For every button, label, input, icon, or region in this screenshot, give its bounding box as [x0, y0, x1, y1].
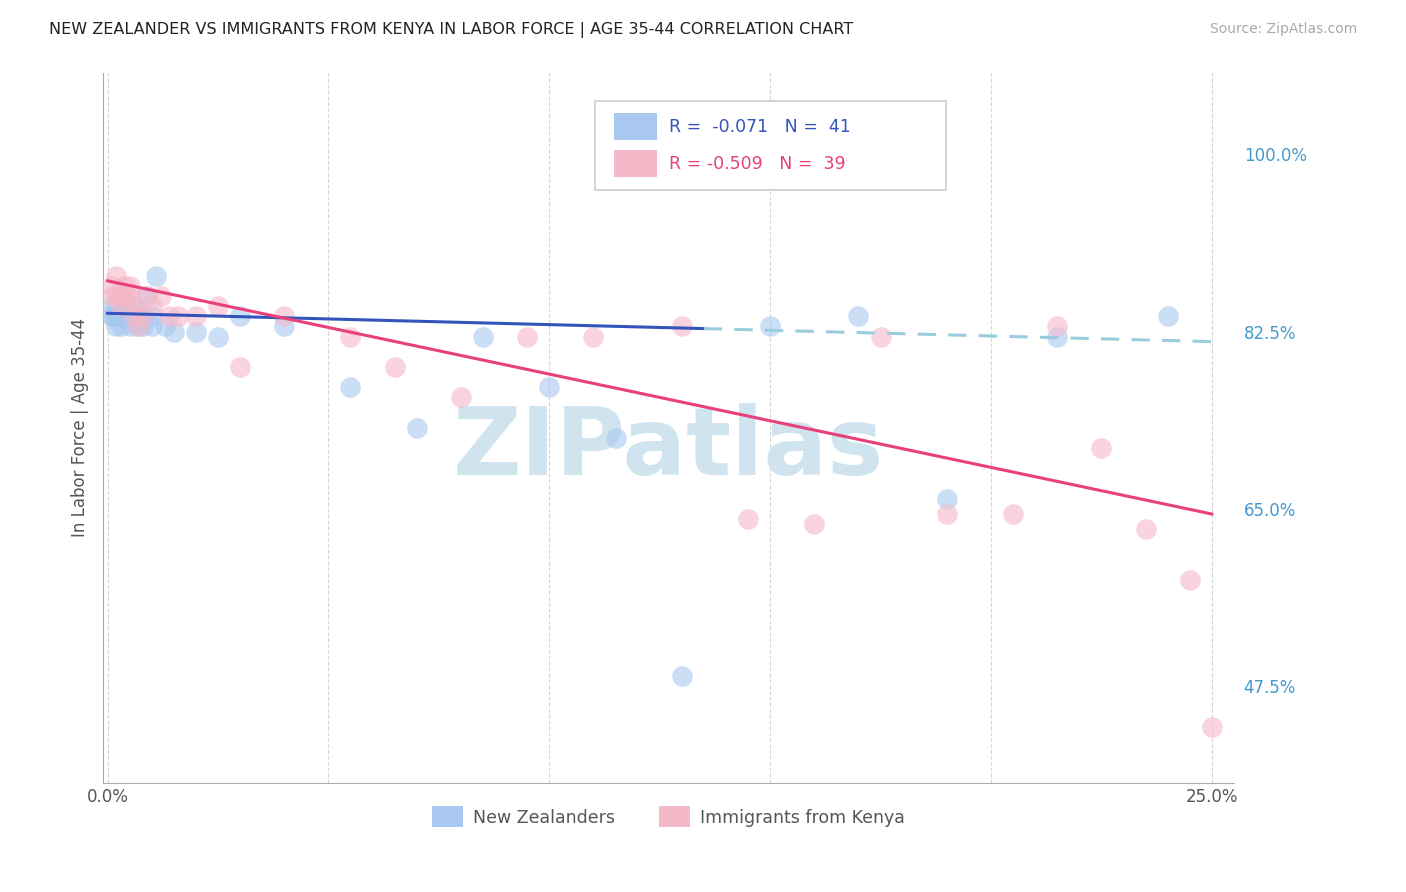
Point — [101, 279, 124, 293]
Point — [384, 359, 406, 374]
Point — [207, 329, 229, 343]
Point — [848, 310, 870, 324]
Point — [671, 319, 693, 334]
Point — [1156, 310, 1178, 324]
Point — [935, 491, 957, 506]
Y-axis label: In Labor Force | Age 35-44: In Labor Force | Age 35-44 — [72, 318, 89, 537]
Point — [118, 279, 141, 293]
Point — [114, 310, 136, 324]
Point — [472, 329, 495, 343]
Point — [538, 380, 561, 394]
Point — [114, 289, 136, 303]
Point — [145, 268, 167, 283]
Point — [105, 319, 128, 334]
Point — [167, 310, 190, 324]
Point — [118, 310, 141, 324]
Point — [132, 310, 155, 324]
Point — [582, 329, 605, 343]
Point — [1135, 522, 1157, 536]
Point — [450, 391, 472, 405]
Point — [105, 268, 128, 283]
Point — [118, 319, 141, 334]
Point — [114, 279, 136, 293]
Point — [339, 380, 361, 394]
Point — [1046, 329, 1069, 343]
Point — [1046, 319, 1069, 334]
Point — [101, 289, 124, 303]
Point — [1178, 573, 1201, 587]
Point — [136, 289, 159, 303]
Point — [737, 512, 759, 526]
Point — [127, 310, 149, 324]
Point — [157, 310, 180, 324]
Point — [163, 325, 186, 339]
Point — [516, 329, 538, 343]
Legend: New Zealanders, Immigrants from Kenya: New Zealanders, Immigrants from Kenya — [425, 799, 912, 834]
Point — [869, 329, 891, 343]
Text: R = -0.509   N =  39: R = -0.509 N = 39 — [668, 155, 845, 173]
Point — [273, 319, 295, 334]
Point — [118, 289, 141, 303]
Point — [122, 299, 145, 313]
Point — [935, 507, 957, 521]
Point — [122, 310, 145, 324]
Point — [110, 299, 132, 313]
Point — [184, 325, 207, 339]
Point — [141, 319, 163, 334]
Point — [101, 310, 124, 324]
Point — [1002, 507, 1025, 521]
FancyBboxPatch shape — [614, 151, 657, 178]
Point — [110, 289, 132, 303]
Point — [803, 517, 825, 532]
Point — [132, 319, 155, 334]
Point — [184, 310, 207, 324]
FancyBboxPatch shape — [614, 113, 657, 140]
Point — [1201, 720, 1223, 734]
Point — [122, 310, 145, 324]
Point — [127, 319, 149, 334]
Point — [110, 310, 132, 324]
Text: Source: ZipAtlas.com: Source: ZipAtlas.com — [1209, 22, 1357, 37]
Point — [207, 299, 229, 313]
Point — [110, 319, 132, 334]
Point — [127, 319, 149, 334]
Point — [141, 299, 163, 313]
Point — [273, 310, 295, 324]
Point — [339, 329, 361, 343]
Point — [101, 310, 124, 324]
Text: R =  -0.071   N =  41: R = -0.071 N = 41 — [668, 118, 851, 136]
Point — [153, 319, 176, 334]
Point — [118, 310, 141, 324]
Point — [149, 289, 172, 303]
Point — [229, 310, 252, 324]
Point — [105, 310, 128, 324]
Text: NEW ZEALANDER VS IMMIGRANTS FROM KENYA IN LABOR FORCE | AGE 35-44 CORRELATION CH: NEW ZEALANDER VS IMMIGRANTS FROM KENYA I… — [49, 22, 853, 38]
Point — [605, 431, 627, 445]
Point — [105, 289, 128, 303]
Point — [759, 319, 782, 334]
FancyBboxPatch shape — [595, 102, 946, 190]
Point — [1090, 441, 1112, 455]
Point — [405, 421, 427, 435]
Point — [105, 299, 128, 313]
Point — [132, 310, 155, 324]
Point — [141, 310, 163, 324]
Text: ZIPatlas: ZIPatlas — [453, 403, 884, 495]
Point — [101, 299, 124, 313]
Point — [110, 289, 132, 303]
Point — [122, 299, 145, 313]
Point — [229, 359, 252, 374]
Point — [671, 669, 693, 683]
Point — [136, 289, 159, 303]
Point — [114, 299, 136, 313]
